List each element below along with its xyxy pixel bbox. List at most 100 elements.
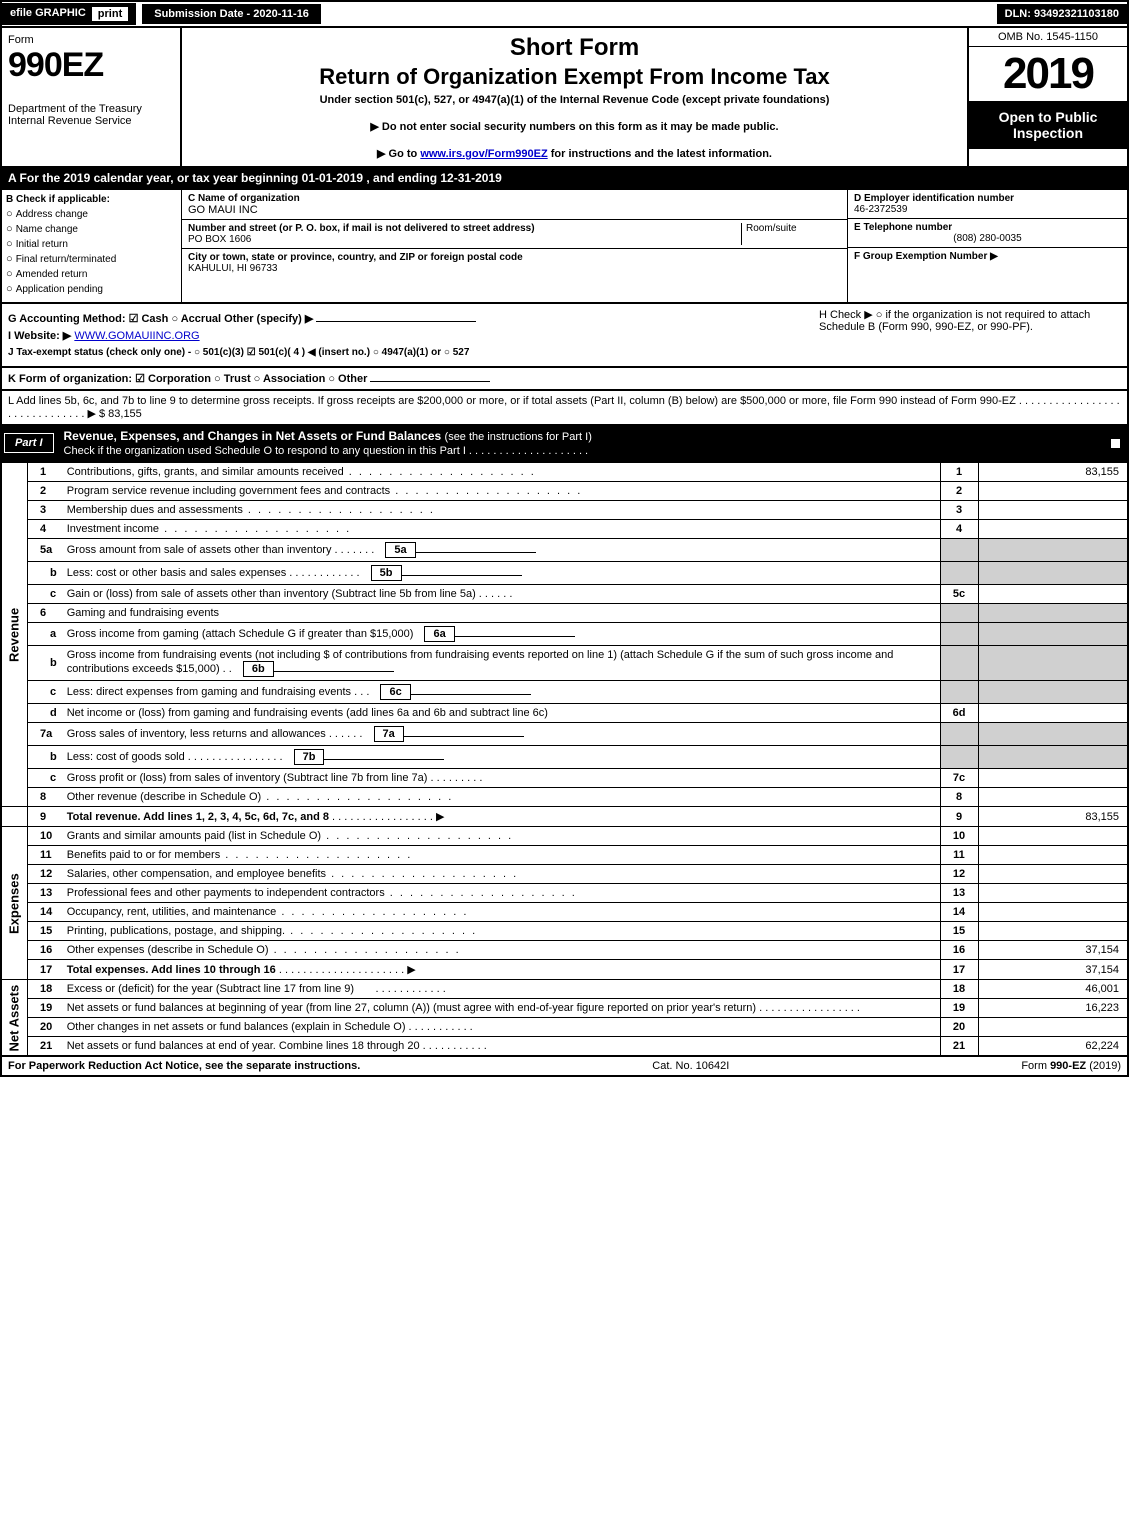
d-label: D Employer identification number (854, 193, 1121, 204)
header-right: OMB No. 1545-1150 2019 Open to Public In… (967, 28, 1127, 166)
line-desc: Contributions, gifts, grants, and simila… (62, 463, 940, 482)
f-cell: F Group Exemption Number ▶ (848, 248, 1127, 302)
chk-address-change[interactable]: Address change (6, 208, 177, 220)
catalog-number: Cat. No. 10642I (360, 1060, 1021, 1072)
bullet-2-pre: ▶ Go to (377, 148, 420, 160)
section-c: C Name of organization GO MAUI INC Numbe… (182, 190, 847, 302)
i-label: I Website: ▶ (8, 330, 71, 342)
chk-initial-return[interactable]: Initial return (6, 238, 177, 250)
bullet-1: ▶ Do not enter social security numbers o… (188, 120, 961, 133)
bullet-2: ▶ Go to www.irs.gov/Form990EZ for instru… (188, 147, 961, 160)
table-row: 20 Other changes in net assets or fund b… (1, 1018, 1128, 1037)
table-row: 17 Total expenses. Add lines 10 through … (1, 960, 1128, 980)
org-name-cell: C Name of organization GO MAUI INC (182, 190, 847, 220)
table-row: 6 Gaming and fundraising events (1, 604, 1128, 623)
table-row: 19 Net assets or fund balances at beginn… (1, 999, 1128, 1018)
paperwork-notice: For Paperwork Reduction Act Notice, see … (8, 1060, 360, 1072)
l-label: L Add lines 5b, 6c, and 7b to line 9 to … (8, 395, 1120, 420)
ein-value: 46-2372539 (854, 204, 1121, 215)
table-row: 15 Printing, publications, postage, and … (1, 922, 1128, 941)
line-val: 83,155 (978, 463, 1128, 482)
table-row: a Gross income from gaming (attach Sched… (1, 623, 1128, 646)
city-value: KAHULUI, HI 96733 (188, 263, 841, 274)
part-1-table: Revenue 1 Contributions, gifts, grants, … (0, 462, 1129, 1057)
g-label: G Accounting Method: ☑ Cash ○ Accrual Ot… (8, 313, 313, 325)
h-row: H Check ▶ ○ if the organization is not r… (811, 308, 1121, 362)
table-row: 12 Salaries, other compensation, and emp… (1, 865, 1128, 884)
chk-final-return[interactable]: Final return/terminated (6, 253, 177, 265)
dept-label: Department of the Treasury Internal Reve… (8, 103, 174, 127)
table-row: 16 Other expenses (describe in Schedule … (1, 941, 1128, 960)
city-cell: City or town, state or province, country… (182, 249, 847, 277)
f-label: F Group Exemption Number ▶ (854, 251, 998, 262)
table-row: 11 Benefits paid to or for members 11 (1, 846, 1128, 865)
table-row: c Less: direct expenses from gaming and … (1, 681, 1128, 704)
header-left: Form 990EZ Department of the Treasury In… (2, 28, 182, 166)
part-title-sub: (see the instructions for Part I) (445, 431, 592, 443)
city-label: City or town, state or province, country… (188, 252, 841, 263)
table-row: b Less: cost or other basis and sales ex… (1, 562, 1128, 585)
k-label: K Form of organization: ☑ Corporation ○ … (8, 373, 367, 385)
part-title: Revenue, Expenses, and Changes in Net As… (56, 426, 1110, 460)
section-def: D Employer identification number 46-2372… (847, 190, 1127, 302)
dln-label: DLN: 93492321103180 (997, 4, 1127, 24)
tax-year: 2019 (969, 47, 1127, 101)
table-row: b Gross income from fundraising events (… (1, 646, 1128, 681)
c-label: C Name of organization (188, 193, 841, 204)
expenses-side-label: Expenses (1, 827, 28, 980)
section-b: B Check if applicable: Address change Na… (2, 190, 182, 302)
top-bar: efile GRAPHIC print Submission Date - 20… (0, 0, 1129, 28)
entity-block: B Check if applicable: Address change Na… (0, 190, 1129, 304)
b-label: B Check if applicable: (6, 194, 177, 205)
table-row: 9 Total revenue. Add lines 1, 2, 3, 4, 5… (1, 807, 1128, 827)
k-row: K Form of organization: ☑ Corporation ○ … (0, 368, 1129, 391)
return-title: Return of Organization Exempt From Incom… (188, 64, 961, 90)
table-row: Revenue 1 Contributions, gifts, grants, … (1, 463, 1128, 482)
table-row: 2 Program service revenue including gove… (1, 482, 1128, 501)
table-row: Expenses 10 Grants and similar amounts p… (1, 827, 1128, 846)
chk-application-pending[interactable]: Application pending (6, 283, 177, 295)
room-label: Room/suite (746, 223, 797, 234)
table-row: 21 Net assets or fund balances at end of… (1, 1037, 1128, 1057)
chk-name-change[interactable]: Name change (6, 223, 177, 235)
submission-date: Submission Date - 2020-11-16 (140, 2, 323, 26)
table-row: 4 Investment income 4 (1, 520, 1128, 539)
table-row: b Less: cost of goods sold . . . . . . .… (1, 746, 1128, 769)
addr-value: PO BOX 1606 (188, 234, 741, 245)
table-row: 5a Gross amount from sale of assets othe… (1, 539, 1128, 562)
addr-label: Number and street (or P. O. box, if mail… (188, 223, 741, 234)
info-block: G Accounting Method: ☑ Cash ○ Accrual Ot… (0, 304, 1129, 368)
line-no: 1 (28, 463, 62, 482)
table-row: 7a Gross sales of inventory, less return… (1, 723, 1128, 746)
short-form-title: Short Form (188, 34, 961, 62)
table-row: d Net income or (loss) from gaming and f… (1, 704, 1128, 723)
e-label: E Telephone number (854, 222, 1121, 233)
omb-number: OMB No. 1545-1150 (969, 28, 1127, 47)
h-label: H Check ▶ ○ if the organization is not r… (819, 309, 1090, 333)
website-link[interactable]: WWW.GOMAUIINC.ORG (74, 330, 199, 342)
page-footer: For Paperwork Reduction Act Notice, see … (0, 1057, 1129, 1077)
table-row: c Gain or (loss) from sale of assets oth… (1, 585, 1128, 604)
table-row: 3 Membership dues and assessments 3 (1, 501, 1128, 520)
form-number: 990EZ (8, 46, 174, 85)
org-name: GO MAUI INC (188, 204, 841, 216)
l-row: L Add lines 5b, 6c, and 7b to line 9 to … (0, 391, 1129, 426)
efile-badge: efile GRAPHIC print (2, 3, 136, 25)
form-word: Form (8, 34, 174, 46)
part-1-header: Part I Revenue, Expenses, and Changes in… (0, 426, 1129, 462)
e-cell: E Telephone number (808) 280-0035 (848, 219, 1127, 248)
line-num: 1 (940, 463, 978, 482)
period-row: A For the 2019 calendar year, or tax yea… (0, 168, 1129, 190)
table-row: 14 Occupancy, rent, utilities, and maint… (1, 903, 1128, 922)
print-button[interactable]: print (92, 7, 128, 21)
part-checkbox[interactable] (1110, 437, 1127, 449)
addr-cell: Number and street (or P. O. box, if mail… (182, 220, 847, 249)
irs-link[interactable]: www.irs.gov/Form990EZ (420, 148, 547, 160)
public-inspection: Open to Public Inspection (969, 101, 1127, 149)
under-section: Under section 501(c), 527, or 4947(a)(1)… (188, 94, 961, 106)
part-tag: Part I (4, 433, 54, 453)
chk-amended-return[interactable]: Amended return (6, 268, 177, 280)
netassets-side-label: Net Assets (1, 980, 28, 1057)
i-row: I Website: ▶ WWW.GOMAUIINC.ORG (8, 329, 811, 342)
part-title-main: Revenue, Expenses, and Changes in Net As… (64, 429, 442, 443)
